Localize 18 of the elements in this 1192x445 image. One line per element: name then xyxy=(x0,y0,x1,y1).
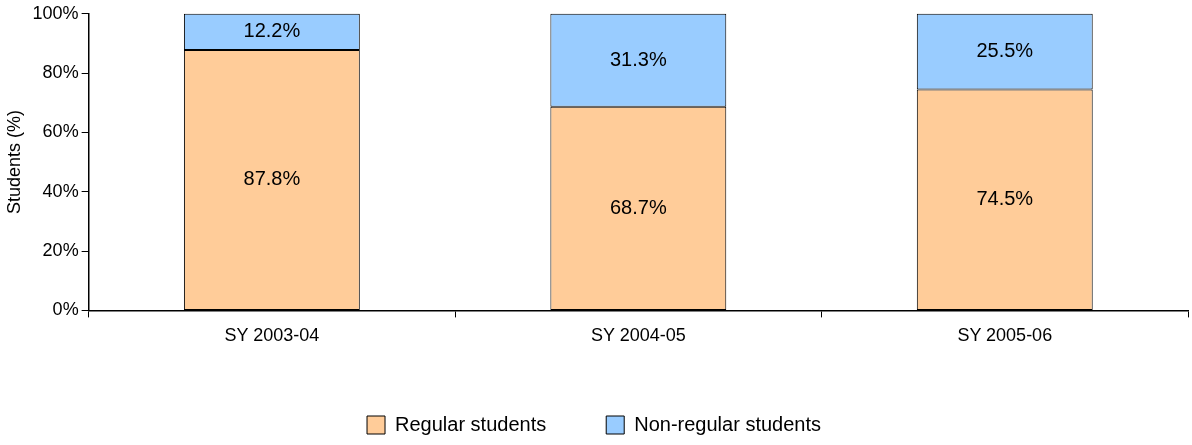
y-tick-label: 60% xyxy=(42,121,79,142)
legend-label: Non-regular students xyxy=(634,412,821,435)
y-tick-label: 20% xyxy=(42,240,79,261)
y-axis-title: Students (%) xyxy=(3,110,24,215)
x-tick-label: SY 2004-05 xyxy=(590,325,686,346)
y-tick-label: 0% xyxy=(52,299,79,320)
y-tick-label: 40% xyxy=(42,180,79,201)
x-tick-label: SY 2005-06 xyxy=(957,325,1053,346)
x-tick-label: SY 2003-04 xyxy=(224,325,320,346)
data-label: 87.8% xyxy=(243,167,301,190)
data-label: 12.2% xyxy=(243,19,301,42)
y-tick-label: 100% xyxy=(32,2,79,23)
y-tick-label: 80% xyxy=(42,62,79,83)
data-label: 31.3% xyxy=(609,47,667,70)
data-label: 25.5% xyxy=(976,39,1034,62)
data-label: 74.5% xyxy=(976,187,1034,210)
legend-label: Regular students xyxy=(395,412,547,435)
data-label: 68.7% xyxy=(609,195,667,218)
